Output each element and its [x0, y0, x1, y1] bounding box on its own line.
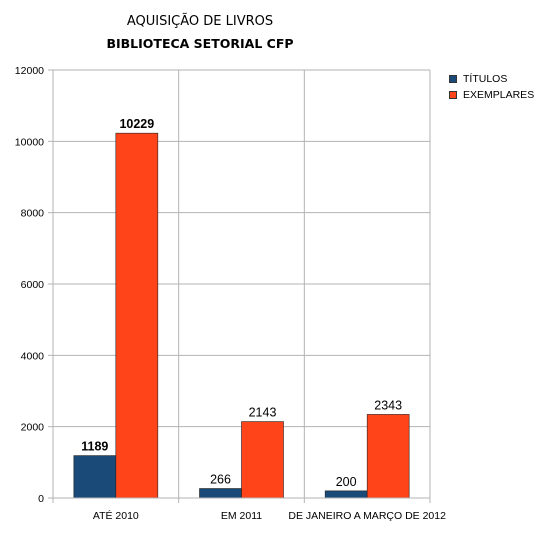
legend-label-titulos: TÍTULOS: [463, 73, 508, 85]
y-tick-label: 10000: [15, 136, 44, 148]
y-tick-label: 12000: [15, 65, 44, 77]
y-tick-label: 6000: [21, 279, 45, 291]
bar-titulos: [199, 488, 242, 499]
chart-subtitle: BIBLIOTECA SETORIAL CFP: [106, 36, 294, 51]
legend-swatch-titulos: [449, 75, 457, 83]
data-label: 266: [210, 473, 231, 487]
bar-exemplares: [241, 421, 284, 499]
bar-exemplares: [115, 132, 159, 499]
y-tick-label: 2000: [21, 422, 45, 434]
bar-titulos: [73, 455, 117, 499]
bar-exemplares: [366, 414, 410, 499]
y-tick-label: 0: [38, 493, 44, 505]
data-label: 200: [336, 475, 357, 489]
y-tick-label: 8000: [21, 208, 45, 220]
y-tick-label: 4000: [21, 350, 45, 362]
chart-title: AQUISIÇÃO DE LIVROS: [126, 14, 274, 29]
data-label: 10229: [119, 117, 154, 131]
x-tick-label: DE JANEIRO A MARÇO DE 2012: [288, 510, 446, 522]
data-label: 2143: [249, 406, 277, 420]
legend-label-exemplares: EXEMPLARES: [463, 89, 535, 101]
data-label: 2343: [374, 398, 402, 412]
data-label: 1189: [81, 440, 108, 454]
legend-swatch-exemplares: [449, 91, 457, 99]
x-tick-label: EM 2011: [221, 510, 262, 522]
legend-item-titulos: TÍTULOS: [449, 71, 534, 87]
x-tick-label: ATÉ 2010: [93, 509, 139, 522]
legend-item-exemplares: EXEMPLARES: [449, 87, 534, 103]
legend: TÍTULOS EXEMPLARES: [449, 71, 534, 103]
bar-titulos: [324, 490, 368, 499]
